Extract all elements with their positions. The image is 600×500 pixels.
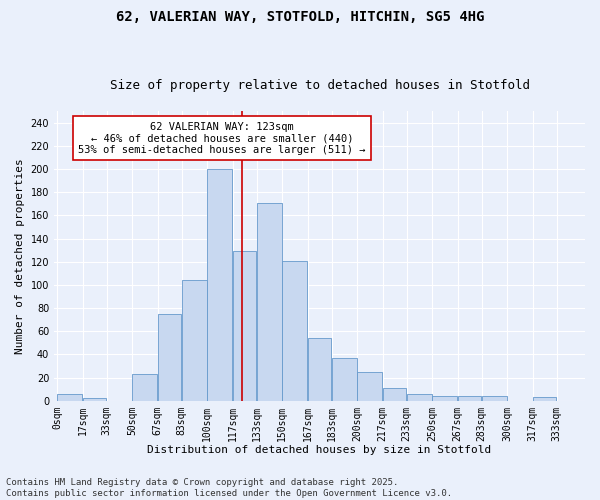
- Text: 62 VALERIAN WAY: 123sqm
← 46% of detached houses are smaller (440)
53% of semi-d: 62 VALERIAN WAY: 123sqm ← 46% of detache…: [78, 122, 366, 155]
- Bar: [308, 338, 331, 400]
- Bar: [357, 372, 382, 400]
- Title: Size of property relative to detached houses in Stotfold: Size of property relative to detached ho…: [110, 79, 530, 92]
- Bar: [432, 396, 457, 400]
- Bar: [257, 202, 282, 400]
- Bar: [332, 358, 357, 401]
- Bar: [182, 280, 207, 400]
- Text: Contains HM Land Registry data © Crown copyright and database right 2025.
Contai: Contains HM Land Registry data © Crown c…: [6, 478, 452, 498]
- X-axis label: Distribution of detached houses by size in Stotfold: Distribution of detached houses by size …: [148, 445, 491, 455]
- Bar: [282, 260, 307, 400]
- Y-axis label: Number of detached properties: Number of detached properties: [15, 158, 25, 354]
- Bar: [407, 394, 432, 400]
- Bar: [482, 396, 507, 400]
- Bar: [533, 397, 556, 400]
- Bar: [57, 394, 82, 400]
- Bar: [132, 374, 157, 400]
- Bar: [158, 314, 181, 400]
- Bar: [383, 388, 406, 400]
- Bar: [83, 398, 106, 400]
- Bar: [233, 252, 256, 400]
- Text: 62, VALERIAN WAY, STOTFOLD, HITCHIN, SG5 4HG: 62, VALERIAN WAY, STOTFOLD, HITCHIN, SG5…: [116, 10, 484, 24]
- Bar: [458, 396, 481, 400]
- Bar: [207, 169, 232, 400]
